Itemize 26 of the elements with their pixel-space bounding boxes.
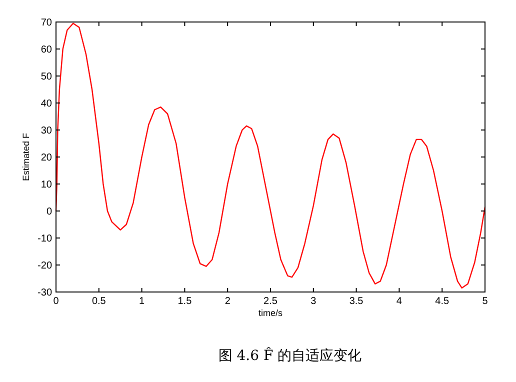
x-tick-label: 2	[224, 296, 231, 307]
text: 图 4.6 F̂ 的自适应变化	[218, 346, 362, 364]
x-tick-label: 3	[310, 296, 317, 307]
y-axis-title: Estimated F	[21, 132, 31, 182]
x-tick-label: 1	[139, 296, 146, 307]
y-tick-label: 50	[40, 72, 52, 82]
y-tick-label: -30	[38, 288, 52, 298]
line-series	[55, 22, 486, 289]
x-tick-label: 2.5	[264, 296, 278, 307]
y-tick-label: -10	[38, 234, 52, 244]
y-tick-label: 20	[40, 152, 52, 164]
x-tick-label: 0	[53, 296, 60, 307]
x-tick-label: 4	[396, 296, 402, 307]
y-tick-label: 0	[46, 206, 52, 218]
y-tick-label: 40	[40, 98, 52, 110]
y-tick-label: 30	[40, 126, 52, 136]
x-tick-label: 5	[482, 296, 488, 307]
y-tick-label: 60	[40, 44, 52, 56]
y-tick-label: -20	[38, 260, 52, 272]
x-tick-label: 0.5	[92, 296, 106, 307]
x-tick-label: 1.5	[178, 296, 192, 307]
x-tick-label: 3.5	[349, 296, 364, 307]
y-tick-label: 70	[40, 18, 52, 28]
x-tick-label: 4.5	[435, 296, 450, 307]
x-axis-title: time/s	[258, 308, 283, 318]
y-tick-label: 10	[40, 180, 52, 190]
